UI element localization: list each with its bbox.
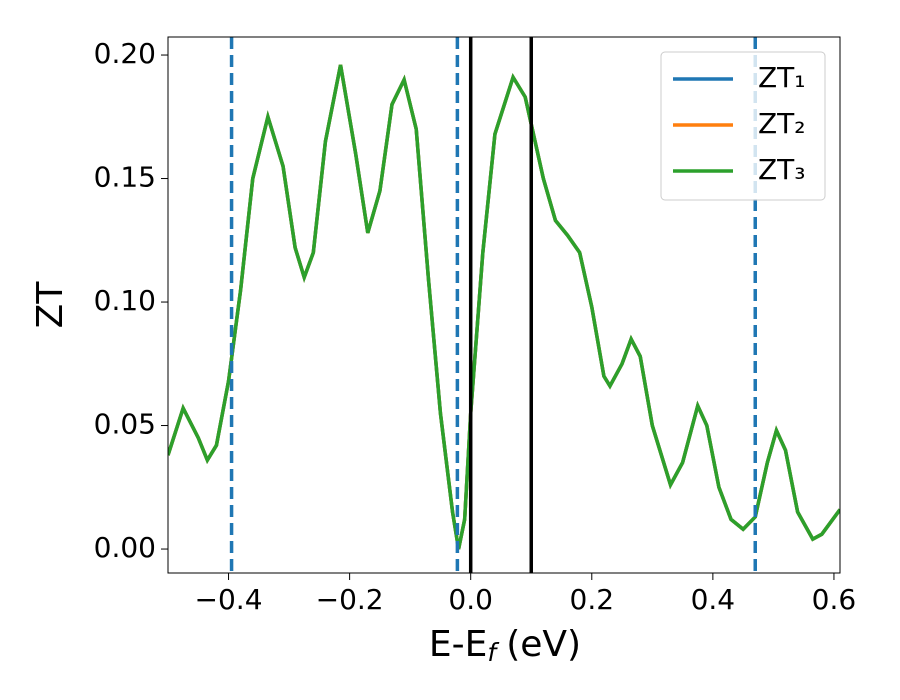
x-tick-label: 0.2 xyxy=(570,583,615,616)
x-tick-label: 0.0 xyxy=(448,583,493,616)
series-line xyxy=(168,64,840,550)
plot-frame xyxy=(167,36,841,574)
y-tick-label: 0.05 xyxy=(94,408,156,441)
x-label-sub: f xyxy=(487,638,499,667)
y-tick-label: 0.10 xyxy=(94,284,156,317)
y-tick-label: 0.00 xyxy=(94,531,156,564)
x-tick-label: 0.4 xyxy=(691,583,736,616)
y-tick-label: 0.15 xyxy=(94,161,156,194)
x-label-unit: (eV) xyxy=(506,624,581,665)
x-tick-label: −0.4 xyxy=(195,583,263,616)
x-axis-label: E-Ef (eV) xyxy=(429,624,581,667)
x-tick-label: 0.6 xyxy=(812,583,857,616)
legend-label: ZT₂ xyxy=(758,107,806,140)
y-axis-label: ZT xyxy=(30,281,71,329)
x-label-main: E-E xyxy=(429,624,487,665)
legend-label: ZT₁ xyxy=(758,61,806,94)
y-tick-label: 0.20 xyxy=(94,37,156,70)
legend-box xyxy=(660,51,826,201)
legend-label: ZT₃ xyxy=(758,153,806,186)
x-tick-label: −0.2 xyxy=(316,583,384,616)
